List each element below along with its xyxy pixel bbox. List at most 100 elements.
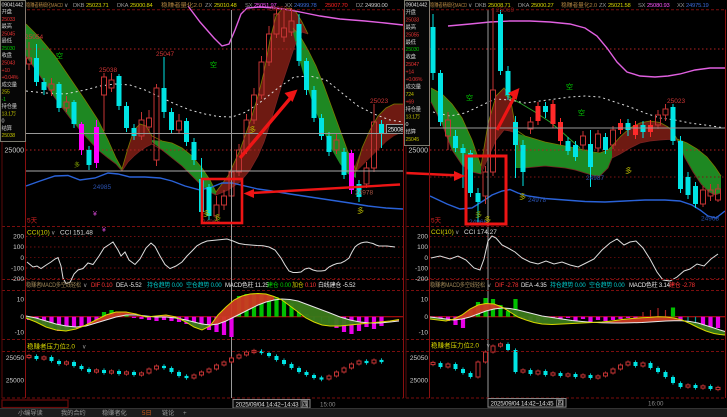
svg-text:DKB: DKB — [475, 3, 487, 9]
svg-text:25007.70: 25007.70 — [325, 3, 348, 9]
svg-text:XX: XX — [285, 3, 293, 9]
svg-text:持仓量: 持仓量 — [406, 105, 422, 113]
svg-text:+14: +14 — [406, 70, 415, 76]
svg-text:收盘: 收盘 — [2, 51, 13, 59]
svg-text:XX: XX — [677, 3, 685, 9]
svg-text:∨: ∨ — [64, 3, 68, 9]
svg-text:空仓趋势 0.00: 空仓趋势 0.00 — [589, 281, 625, 289]
svg-text:稳赚者量化2.0: 稳赚者量化2.0 — [561, 1, 597, 9]
svg-text:0: 0 — [20, 255, 24, 262]
svg-text:∨: ∨ — [82, 345, 86, 351]
svg-text:SX: SX — [638, 3, 646, 9]
svg-text:稳赚者量化2.0: 稳赚者量化2.0 — [161, 1, 202, 9]
svg-text:25030: 25030 — [406, 47, 420, 53]
svg-text:DZ: DZ — [356, 3, 364, 9]
svg-text:DEA -4.35: DEA -4.35 — [521, 283, 547, 289]
svg-text:多: 多 — [357, 206, 364, 215]
svg-text:24985: 24985 — [93, 184, 111, 191]
svg-text:SX: SX — [245, 3, 253, 9]
svg-text:DKB: DKB — [73, 3, 85, 9]
svg-text:24978: 24978 — [355, 190, 373, 197]
svg-text:25069: 25069 — [496, 7, 514, 14]
svg-text:0: 0 — [20, 314, 24, 321]
svg-text:100: 100 — [417, 244, 428, 251]
svg-text:四: 四 — [302, 401, 308, 408]
svg-text:-100: -100 — [415, 266, 428, 273]
svg-text:-1: -1 — [2, 97, 6, 103]
svg-text:建仓 -2.78: 建仓 -2.78 — [669, 281, 696, 289]
svg-text:09041442: 09041442 — [406, 2, 428, 8]
svg-text:25050: 25050 — [410, 355, 428, 362]
svg-text:25000: 25000 — [409, 148, 429, 155]
svg-text:25033: 25033 — [406, 17, 420, 23]
svg-text:成交量: 成交量 — [2, 80, 18, 88]
svg-text:25054: 25054 — [25, 34, 43, 41]
svg-text:多: 多 — [519, 192, 526, 201]
svg-text:25045: 25045 — [406, 137, 420, 143]
svg-text:ZX: ZX — [599, 3, 606, 9]
svg-text:25051.97: 25051.97 — [254, 3, 277, 9]
svg-text:稳赚者压力位2.0: 稳赚者压力位2.0 — [431, 341, 479, 350]
svg-text:25008: 25008 — [388, 127, 405, 134]
svg-text:25043: 25043 — [2, 61, 16, 67]
svg-text:多: 多 — [203, 209, 210, 218]
svg-text:+69: +69 — [406, 100, 415, 106]
svg-text:24968: 24968 — [701, 216, 719, 223]
svg-text:∨: ∨ — [455, 230, 459, 236]
svg-text:四: 四 — [558, 400, 564, 407]
svg-text:25038: 25038 — [2, 133, 16, 139]
svg-text:25023: 25023 — [370, 98, 388, 105]
svg-text:25055: 25055 — [406, 32, 420, 38]
svg-text:∨: ∨ — [487, 283, 491, 289]
svg-text:24975.19: 24975.19 — [686, 3, 709, 9]
svg-text:空仓趋势 0.00: 空仓趋势 0.00 — [186, 281, 222, 289]
svg-text:空: 空 — [56, 51, 63, 60]
svg-text:25038: 25038 — [99, 67, 117, 74]
svg-text:24999.78: 24999.78 — [294, 3, 317, 9]
svg-text:0: 0 — [424, 255, 428, 262]
svg-text:加仓: 加仓 — [292, 281, 304, 289]
svg-text:25000: 25000 — [6, 378, 24, 385]
svg-text:收盘: 收盘 — [406, 53, 417, 61]
svg-text:25047: 25047 — [156, 51, 174, 58]
svg-text:25080.93: 25080.93 — [647, 3, 670, 9]
svg-text:DKA: DKA — [518, 3, 530, 9]
svg-text:DIF -2.78: DIF -2.78 — [495, 283, 519, 289]
svg-text:25047: 25047 — [406, 62, 420, 68]
svg-text:最高: 最高 — [2, 22, 13, 30]
svg-text:多: 多 — [249, 125, 256, 134]
svg-text:开盘: 开盘 — [406, 8, 417, 16]
svg-text:25030: 25030 — [2, 46, 16, 52]
svg-text:24978: 24978 — [528, 197, 546, 204]
svg-text:+0.06%: +0.06% — [406, 77, 423, 83]
svg-text:开盘: 开盘 — [2, 8, 13, 16]
svg-text:稳赚者精细化MACD: 稳赚者精细化MACD — [26, 1, 63, 9]
svg-text:15:00: 15:00 — [320, 401, 336, 408]
svg-text:0: 0 — [424, 314, 428, 321]
svg-text:5天: 5天 — [431, 217, 442, 225]
svg-text:∨: ∨ — [468, 3, 472, 9]
svg-text:结算: 结算 — [406, 127, 417, 135]
svg-text:空: 空 — [466, 93, 473, 102]
svg-text:CCI(10): CCI(10) — [431, 229, 454, 236]
svg-text:10: 10 — [17, 297, 25, 304]
svg-text:25033: 25033 — [2, 17, 16, 23]
svg-text:-10: -10 — [15, 330, 25, 337]
svg-text:-200: -200 — [415, 276, 428, 283]
svg-text:MACD色柱 11.25: MACD色柱 11.25 — [225, 281, 269, 289]
svg-text:多: 多 — [484, 215, 491, 224]
svg-text:25023: 25023 — [667, 98, 685, 105]
svg-text:2025/09/04 14:42~14:43: 2025/09/04 14:42~14:43 — [236, 401, 300, 408]
svg-text:ZX: ZX — [205, 3, 212, 9]
svg-text:25000.27: 25000.27 — [531, 3, 554, 9]
svg-text:多: 多 — [214, 213, 221, 222]
svg-text:100: 100 — [13, 244, 24, 251]
svg-text:持仓趋势 0.00: 持仓趋势 0.00 — [147, 281, 183, 289]
svg-text:255: 255 — [2, 90, 10, 96]
svg-text:白线建仓 -5.52: 白线建仓 -5.52 — [318, 281, 356, 289]
svg-text:∨: ∨ — [486, 344, 490, 350]
svg-text:稳赚者MACD多空线轻松: 稳赚者MACD多空线轻松 — [430, 281, 485, 289]
svg-text:DIF 0.10: DIF 0.10 — [91, 283, 113, 289]
svg-text:空: 空 — [566, 82, 573, 91]
svg-text:25000: 25000 — [5, 148, 25, 155]
